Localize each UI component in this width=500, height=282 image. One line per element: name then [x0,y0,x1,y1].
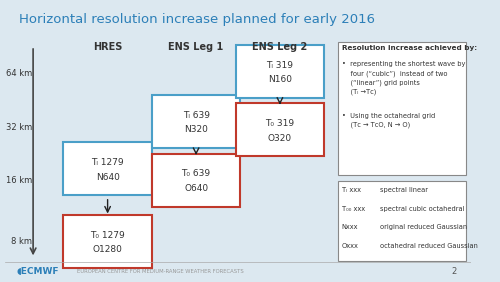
Text: •  representing the shortest wave by
    four (“cubic”)  instead of two
    (“li: • representing the shortest wave by four… [342,61,465,95]
Text: T₀₀ xxx: T₀₀ xxx [342,206,365,212]
Text: Horizontal resolution increase planned for early 2016: Horizontal resolution increase planned f… [19,13,375,26]
Text: N640: N640 [96,173,120,182]
Text: T₀ 639: T₀ 639 [182,169,210,179]
FancyBboxPatch shape [338,42,466,175]
Text: N320: N320 [184,125,208,134]
Text: ENS Leg 2: ENS Leg 2 [252,42,308,52]
Text: T₀ 319: T₀ 319 [266,119,294,128]
FancyBboxPatch shape [152,154,240,207]
Text: T₀ 1279: T₀ 1279 [90,231,125,240]
Text: Tₗ 319: Tₗ 319 [266,61,293,70]
Text: N160: N160 [268,75,292,84]
Text: original reduced Gaussian: original reduced Gaussian [380,224,467,230]
Text: ◖ECMWF: ◖ECMWF [17,267,59,276]
Text: octahedral reduced Gaussian: octahedral reduced Gaussian [380,243,478,250]
Text: Resolution increase achieved by:: Resolution increase achieved by: [342,45,477,51]
FancyBboxPatch shape [152,95,240,148]
Text: 2: 2 [452,267,457,276]
Text: O640: O640 [184,184,208,193]
Text: 32 km: 32 km [6,123,32,131]
Text: 8 km: 8 km [11,237,32,246]
Text: Tₗ 639: Tₗ 639 [182,111,210,120]
FancyBboxPatch shape [236,103,324,156]
Text: spectral cubic octahedral: spectral cubic octahedral [380,206,464,212]
FancyBboxPatch shape [64,215,152,268]
Text: O320: O320 [268,134,292,143]
Text: 64 km: 64 km [6,69,32,78]
Text: Tₗ xxx: Tₗ xxx [342,186,361,193]
Text: Nxxx: Nxxx [342,224,358,230]
Text: Tₗ 1279: Tₗ 1279 [92,158,124,167]
Text: •  Using the octahedral grid
    (Tᴄ → TᴄO, N → O): • Using the octahedral grid (Tᴄ → TᴄO, N… [342,113,435,128]
Text: O1280: O1280 [92,245,122,254]
Text: spectral linear: spectral linear [380,186,428,193]
Text: 16 km: 16 km [6,176,32,185]
Text: Oxxx: Oxxx [342,243,358,250]
FancyBboxPatch shape [236,45,324,98]
Text: ENS Leg 1: ENS Leg 1 [168,42,224,52]
Text: HRES: HRES [93,42,122,52]
FancyBboxPatch shape [338,182,466,261]
Text: EUROPEAN CENTRE FOR MEDIUM-RANGE WEATHER FORECASTS: EUROPEAN CENTRE FOR MEDIUM-RANGE WEATHER… [78,269,244,274]
FancyBboxPatch shape [64,142,152,195]
